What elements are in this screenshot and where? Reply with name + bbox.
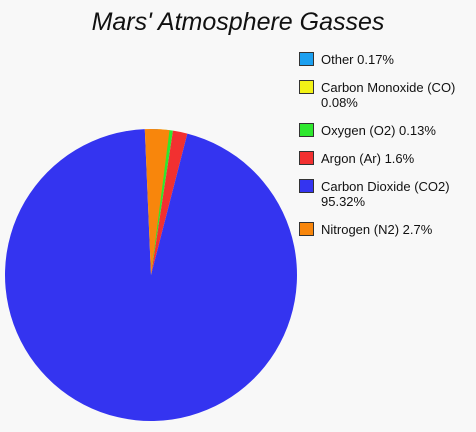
- legend-label-nitrogen: Nitrogen (N2) 2.7%: [321, 222, 433, 237]
- pie-slice-carbon-dioxide: [5, 129, 298, 422]
- legend-swatch-other: [299, 52, 314, 66]
- legend-swatch-argon: [299, 151, 314, 165]
- pie-slice-oxygen: [151, 129, 173, 275]
- legend-item-argon: Argon (Ar) 1.6%: [299, 151, 474, 166]
- legend-item-other: Other 0.17%: [299, 52, 474, 67]
- legend-item-nitrogen: Nitrogen (N2) 2.7%: [299, 222, 474, 237]
- legend-label-oxygen: Oxygen (O2) 0.13%: [321, 123, 436, 138]
- legend-item-oxygen: Oxygen (O2) 0.13%: [299, 123, 474, 138]
- legend-swatch-oxygen: [299, 123, 314, 137]
- legend-label-other: Other 0.17%: [321, 52, 394, 67]
- pie-slice-nitrogen: [144, 129, 170, 275]
- legend-item-carbon-dioxide: Carbon Dioxide (CO2) 95.32%: [299, 179, 474, 209]
- legend-swatch-carbon-dioxide: [299, 179, 314, 193]
- legend-label-argon: Argon (Ar) 1.6%: [321, 151, 415, 166]
- chart-title: Mars' Atmosphere Gasses: [91, 8, 385, 36]
- legend-swatch-carbon-monoxide: [299, 80, 314, 94]
- legend-label-carbon-monoxide: Carbon Monoxide (CO) 0.08%: [321, 80, 456, 110]
- legend-label-carbon-dioxide: Carbon Dioxide (CO2) 95.32%: [321, 179, 450, 209]
- legend-swatch-nitrogen: [299, 222, 314, 236]
- legend: Other 0.17% Carbon Monoxide (CO) 0.08% O…: [299, 52, 474, 237]
- pie-slice-argon: [151, 130, 188, 275]
- legend-item-carbon-monoxide: Carbon Monoxide (CO) 0.08%: [299, 80, 474, 110]
